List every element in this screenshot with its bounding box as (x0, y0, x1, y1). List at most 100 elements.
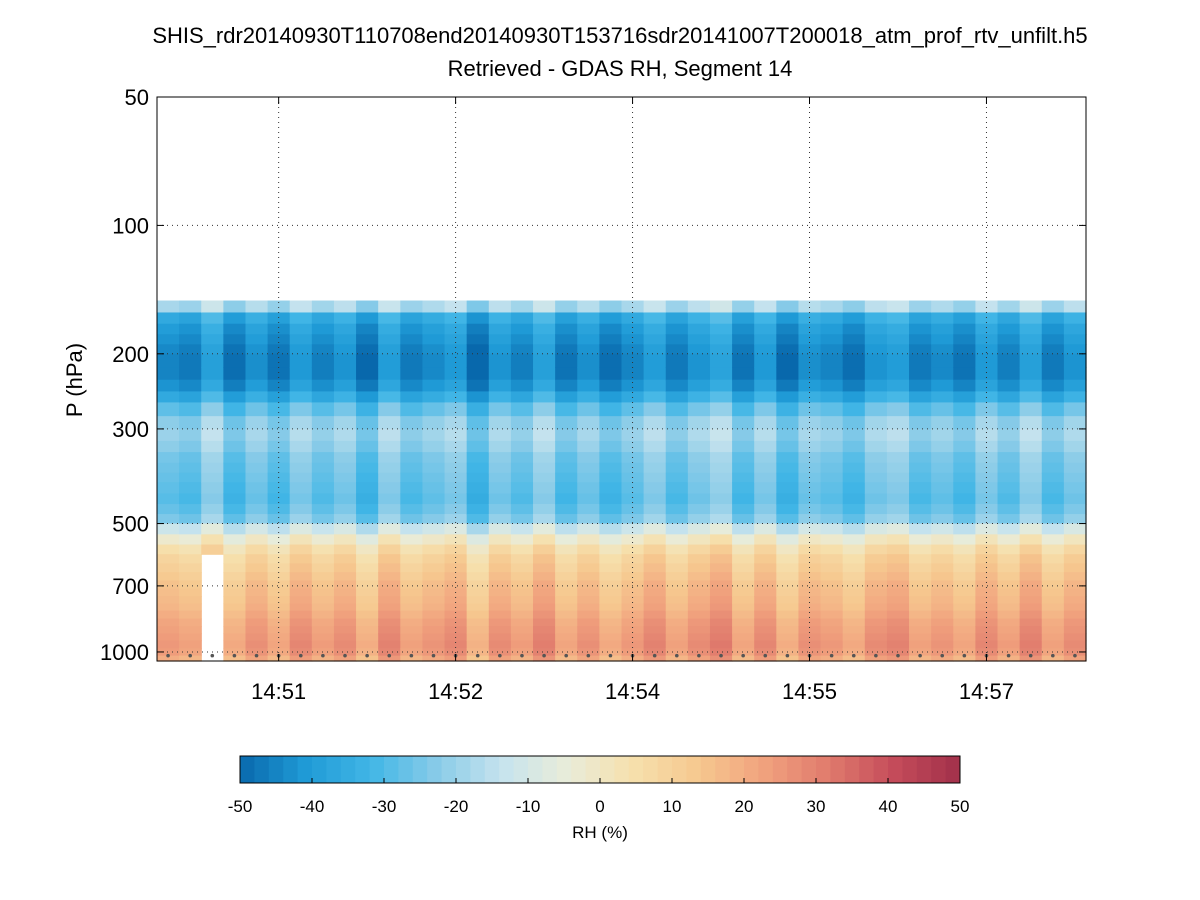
heatmap-cell (732, 554, 755, 565)
heatmap-cell (223, 563, 247, 573)
heatmap-cell (643, 554, 667, 565)
heatmap-cell (599, 493, 623, 505)
heatmap-cell (555, 655, 578, 662)
heatmap-cell (798, 402, 822, 417)
heatmap-cell (909, 544, 932, 555)
heatmap-cell (311, 523, 335, 535)
heatmap-cell (1063, 452, 1087, 464)
y-axis-label: P (hPa) (62, 343, 87, 417)
heatmap-cell (732, 353, 755, 368)
heatmap-cell (422, 452, 446, 464)
heatmap-cell (378, 534, 401, 546)
heatmap-cell (157, 610, 180, 620)
heatmap-cell (1041, 323, 1065, 335)
heatmap-cell (864, 391, 888, 404)
heatmap-cell (776, 523, 800, 535)
heatmap-cell (333, 514, 357, 525)
heatmap-cell (709, 428, 733, 442)
heatmap-cell (687, 603, 711, 612)
heatmap-cell (665, 655, 689, 662)
heatmap-cell (223, 580, 247, 590)
heatmap-cell (842, 655, 866, 662)
heatmap-cell (643, 402, 667, 417)
heatmap-cell (245, 580, 269, 590)
heatmap-cell (687, 344, 711, 355)
heatmap-cell (931, 482, 954, 495)
heatmap-cell (1041, 534, 1065, 546)
surface-marker (564, 653, 569, 658)
heatmap-cell (709, 544, 733, 555)
heatmap-cell (488, 428, 512, 442)
heatmap-cell (687, 482, 711, 495)
heatmap-cell (820, 428, 844, 442)
heatmap-cell (643, 472, 667, 483)
heatmap-cell (687, 514, 711, 525)
heatmap-cell (798, 367, 822, 381)
heatmap-cell (975, 514, 999, 525)
heatmap-cell (798, 504, 822, 515)
heatmap-cell (1019, 482, 1043, 495)
heatmap-cell (687, 416, 711, 430)
heatmap-cell (643, 610, 667, 620)
surface-marker (697, 653, 701, 658)
heatmap-cell (709, 323, 733, 335)
heatmap-cell (953, 534, 977, 546)
heatmap-cell (886, 504, 910, 515)
heatmap-cell (776, 428, 800, 442)
heatmap-cell (687, 472, 711, 483)
heatmap-cell (157, 554, 180, 565)
surface-marker (1028, 653, 1033, 658)
heatmap-cell (842, 648, 866, 657)
heatmap-cell (798, 640, 822, 649)
heatmap-cell (311, 344, 335, 355)
heatmap-cell (356, 523, 379, 535)
heatmap-cell (378, 416, 401, 430)
heatmap-cell (909, 596, 932, 605)
heatmap-cell (577, 534, 600, 546)
grid-lines (157, 96, 1086, 661)
surface-marker (387, 653, 392, 658)
heatmap-cell (378, 640, 401, 649)
heatmap-cell (289, 626, 313, 635)
heatmap-cell (577, 544, 600, 555)
heatmap-cell (953, 428, 977, 442)
heatmap-cell (909, 402, 932, 417)
heatmap-cell (886, 514, 910, 525)
heatmap-cell (311, 472, 335, 483)
heatmap-cell (953, 504, 977, 515)
heatmap-cell (533, 610, 556, 620)
heatmap-cell (466, 588, 490, 597)
heatmap-cell (466, 440, 490, 453)
heatmap-cell (289, 440, 313, 453)
heatmap-cell (555, 482, 578, 495)
heatmap-cell (997, 344, 1021, 355)
heatmap-cell (886, 323, 910, 335)
heatmap-cell (356, 633, 379, 642)
heatmap-cell (157, 618, 180, 627)
heatmap-cell (997, 554, 1021, 565)
heatmap-cell (510, 504, 534, 515)
heatmap-cell (267, 440, 291, 453)
heatmap-cell (333, 462, 357, 474)
heatmap-cell (488, 603, 512, 612)
heatmap-cell (909, 633, 932, 642)
heatmap-cell (378, 596, 401, 605)
heatmap-cell (886, 640, 910, 649)
heatmap-cell (953, 379, 977, 392)
heatmap-cell (909, 504, 932, 515)
heatmap-cell (953, 603, 977, 612)
heatmap-cell (1041, 563, 1065, 573)
surface-marker (498, 653, 502, 658)
heatmap-cell (842, 300, 866, 314)
heatmap-cell (1041, 402, 1065, 417)
heatmap-cell (289, 588, 313, 597)
heatmap-cell (157, 428, 180, 442)
heatmap-cell (223, 655, 247, 662)
colorbar-segment (772, 756, 788, 783)
heatmap-cell (289, 462, 313, 474)
heatmap-cell (422, 379, 446, 392)
heatmap-cell (798, 462, 822, 474)
heatmap-cell (709, 514, 733, 525)
heatmap-cell (223, 603, 247, 612)
heatmap-cell (776, 440, 800, 453)
